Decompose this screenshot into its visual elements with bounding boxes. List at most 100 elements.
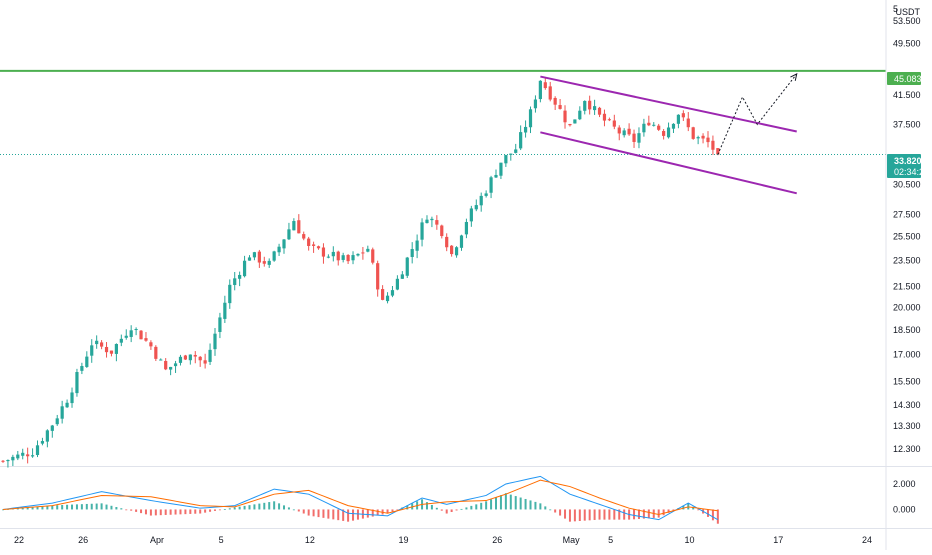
candle-body — [666, 127, 671, 138]
time-axis[interactable]: 22 26 Apr 5 12 19 26 May 5 10 17 24 — [14, 535, 872, 545]
candle-body — [95, 340, 99, 345]
candle-body — [134, 329, 138, 331]
macd-histogram-bar — [56, 505, 59, 510]
candles — [1, 78, 720, 468]
candle — [257, 249, 261, 268]
candle-body — [104, 346, 109, 353]
candle — [573, 119, 577, 124]
candle-body — [257, 251, 261, 263]
candle — [311, 241, 316, 253]
macd-histogram-bar — [169, 509, 172, 515]
macd-tick-label: 0.000 — [893, 504, 916, 514]
macd-histogram-bar — [110, 505, 113, 510]
candle-body — [622, 130, 626, 136]
candle — [331, 246, 335, 262]
candle — [484, 190, 488, 198]
candle — [50, 424, 54, 438]
macd-histogram-bar — [391, 509, 394, 512]
candle — [662, 128, 666, 140]
macd-histogram-bar — [534, 501, 537, 510]
macd-histogram-bar — [657, 509, 660, 518]
candle-body — [277, 246, 281, 253]
last-price-countdown: 02:34:27 — [894, 167, 929, 177]
candle-body — [252, 252, 257, 258]
time-tick-label: Apr — [150, 535, 164, 545]
macd-pane — [2, 475, 719, 524]
candle-body — [100, 342, 104, 347]
candle — [188, 354, 192, 365]
price-tick-label: 27.500 — [893, 210, 921, 220]
candle-body — [287, 229, 291, 240]
candle-body — [247, 257, 252, 261]
macd-histogram-bar — [618, 509, 621, 520]
macd-histogram-bar — [26, 507, 29, 510]
descending-channel[interactable] — [540, 75, 797, 195]
candle — [395, 275, 399, 291]
candle-body — [558, 105, 562, 109]
macd-histogram-bar — [347, 509, 350, 522]
macd-histogram-bar — [263, 502, 266, 510]
candle-body — [267, 260, 271, 265]
macd-histogram-bar — [238, 506, 241, 510]
candle — [543, 78, 547, 90]
candle — [65, 399, 69, 408]
channel-line[interactable] — [540, 131, 797, 195]
candle-body — [238, 274, 242, 279]
macd-histogram-bar — [682, 505, 685, 510]
candle — [55, 414, 59, 426]
macd-histogram-bar — [332, 509, 335, 520]
macd-histogram-bar — [317, 509, 320, 518]
candle — [671, 123, 676, 134]
candle-body — [21, 452, 25, 456]
candle — [588, 95, 592, 115]
candle — [681, 110, 685, 122]
candle-body — [652, 124, 656, 126]
candle-body — [543, 82, 547, 89]
candle-body — [538, 80, 542, 100]
candle — [691, 126, 695, 140]
macd-histogram-bar — [573, 509, 576, 522]
candle — [706, 131, 710, 148]
candle-body — [218, 317, 222, 332]
macd-histogram-bar — [105, 504, 108, 510]
candle-body — [119, 338, 123, 343]
candle — [657, 123, 661, 132]
candle-body — [514, 149, 518, 153]
candle — [262, 256, 266, 267]
channel-line[interactable] — [540, 75, 797, 133]
time-tick-label: 10 — [684, 535, 694, 545]
macd-histogram-bar — [692, 506, 695, 510]
candle — [272, 250, 276, 262]
macd-histogram-bar — [465, 507, 468, 510]
candle-body — [474, 205, 478, 210]
candle-body — [70, 392, 74, 404]
candle — [129, 325, 133, 343]
last-price-badge — [887, 154, 921, 178]
candle — [356, 253, 360, 257]
price-axis[interactable]: 53.500 49.500 41.500 37.500 30.500 27.500 25.5… — [885, 0, 921, 550]
candle-body — [528, 109, 533, 128]
macd-histogram-bar — [470, 505, 473, 510]
candle — [159, 358, 163, 361]
price-tick-label: 30.500 — [893, 180, 921, 190]
grid — [0, 466, 932, 529]
candle — [686, 112, 690, 132]
candle — [400, 271, 404, 279]
candle — [381, 285, 385, 301]
candle-body — [366, 248, 370, 252]
candle — [302, 231, 306, 241]
projection-dotted-path[interactable] — [717, 73, 798, 155]
macd-histogram-bar — [425, 502, 428, 510]
macd-histogram-bar — [46, 505, 49, 510]
candle — [376, 260, 380, 297]
time-tick-label: 26 — [492, 535, 502, 545]
macd-histogram-bar — [642, 509, 645, 519]
macd-histogram-bar — [297, 509, 300, 512]
macd-histogram-bar — [440, 509, 443, 511]
projection-path[interactable] — [717, 73, 798, 155]
candle — [627, 123, 631, 136]
price-tick-label: 18.500 — [893, 325, 921, 335]
macd-histogram-bar — [633, 509, 636, 520]
